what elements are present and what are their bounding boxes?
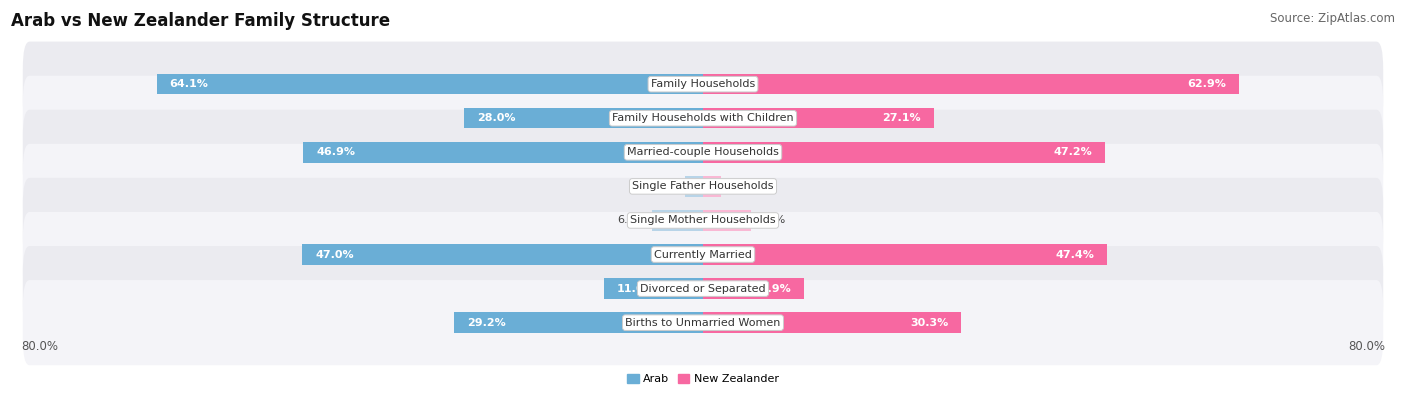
Bar [652,210,703,231]
Text: 5.6%: 5.6% [758,215,786,226]
FancyBboxPatch shape [22,246,1384,331]
Text: Births to Unmarried Women: Births to Unmarried Women [626,318,780,328]
Bar [703,142,1105,163]
Text: 11.9%: 11.9% [752,284,792,293]
Text: Divorced or Separated: Divorced or Separated [640,284,766,293]
FancyBboxPatch shape [22,76,1384,161]
Bar [605,278,703,299]
Text: 11.6%: 11.6% [617,284,655,293]
Text: 6.0%: 6.0% [617,215,645,226]
Text: 80.0%: 80.0% [21,340,58,353]
Text: 80.0%: 80.0% [1348,340,1385,353]
Bar [304,142,703,163]
Bar [703,108,934,128]
Bar [685,176,703,197]
Legend: Arab, New Zealander: Arab, New Zealander [623,369,783,389]
Text: Married-couple Households: Married-couple Households [627,147,779,157]
Text: 47.2%: 47.2% [1053,147,1092,157]
Text: 29.2%: 29.2% [467,318,506,328]
Text: 2.1%: 2.1% [650,181,678,192]
Text: 28.0%: 28.0% [477,113,516,123]
Text: 64.1%: 64.1% [169,79,208,89]
Bar [703,176,721,197]
Bar [703,210,751,231]
Text: Source: ZipAtlas.com: Source: ZipAtlas.com [1270,12,1395,25]
Text: Currently Married: Currently Married [654,250,752,260]
FancyBboxPatch shape [22,144,1384,229]
FancyBboxPatch shape [22,41,1384,127]
Text: Family Households: Family Households [651,79,755,89]
FancyBboxPatch shape [22,212,1384,297]
Bar [703,312,962,333]
Bar [454,312,703,333]
Bar [156,74,703,94]
FancyBboxPatch shape [22,178,1384,263]
Text: 62.9%: 62.9% [1188,79,1226,89]
FancyBboxPatch shape [22,280,1384,365]
Bar [302,244,703,265]
Bar [703,244,1107,265]
FancyBboxPatch shape [22,110,1384,195]
Text: 47.0%: 47.0% [315,250,354,260]
Bar [703,278,804,299]
Bar [464,108,703,128]
Text: Arab vs New Zealander Family Structure: Arab vs New Zealander Family Structure [11,12,391,30]
Text: 2.1%: 2.1% [728,181,756,192]
Text: Single Father Households: Single Father Households [633,181,773,192]
Text: Single Mother Households: Single Mother Households [630,215,776,226]
Text: 30.3%: 30.3% [910,318,949,328]
Text: 47.4%: 47.4% [1056,250,1094,260]
Text: 46.9%: 46.9% [316,147,356,157]
Text: 27.1%: 27.1% [883,113,921,123]
Text: Family Households with Children: Family Households with Children [612,113,794,123]
Bar [703,74,1239,94]
